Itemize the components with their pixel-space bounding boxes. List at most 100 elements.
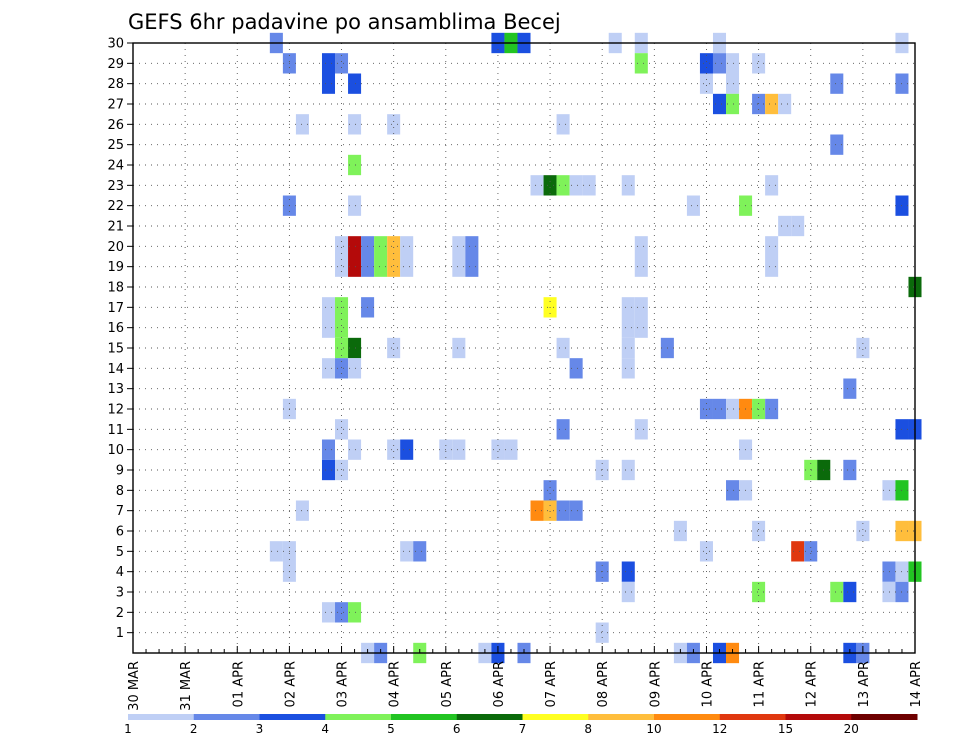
legend-label: 4 <box>321 722 329 736</box>
precip-cell <box>765 236 779 257</box>
precip-cell <box>856 520 870 542</box>
precip-cell <box>686 195 700 216</box>
precip-cell <box>374 256 388 277</box>
precip-cell <box>634 297 648 318</box>
precip-cell <box>634 317 648 338</box>
precip-cell <box>348 256 362 277</box>
precip-cell <box>400 236 414 257</box>
precip-cell <box>335 53 349 74</box>
y-tick-label: 27 <box>107 98 124 113</box>
precip-cell <box>269 541 283 562</box>
cells-layer <box>269 32 922 664</box>
precip-cell <box>778 93 792 115</box>
legend-swatch <box>654 714 721 720</box>
x-tick-label: 10 APR <box>700 661 715 707</box>
precip-cell <box>569 175 583 196</box>
y-tick-label: 7 <box>116 504 124 519</box>
precip-cell <box>830 134 844 155</box>
y-tick-label: 16 <box>107 321 124 336</box>
precip-cell <box>634 256 648 277</box>
y-tick-label: 22 <box>107 199 124 214</box>
precip-cell <box>374 236 388 257</box>
y-tick-label: 19 <box>107 260 124 275</box>
y-tick-label: 28 <box>107 77 124 92</box>
precip-cell <box>348 195 362 216</box>
x-tick-label: 11 APR <box>753 661 768 707</box>
precip-cell <box>348 73 362 94</box>
precip-cell <box>791 215 805 237</box>
precip-cell <box>699 53 713 74</box>
precip-cell <box>621 581 635 603</box>
precip-cell <box>765 93 779 115</box>
precip-cell <box>335 256 349 277</box>
y-tick-label: 14 <box>107 362 124 377</box>
precip-cell <box>856 337 870 359</box>
precip-cell <box>530 175 544 196</box>
legend-swatch <box>588 714 655 720</box>
precip-cell <box>556 175 570 196</box>
legend-label: 10 <box>646 722 661 736</box>
precip-cell <box>556 114 570 135</box>
y-tick-label: 3 <box>116 586 124 601</box>
y-tick-label: 20 <box>107 240 124 255</box>
precip-cell <box>504 439 518 460</box>
y-tick-label: 9 <box>116 464 124 479</box>
legend-swatch <box>785 714 852 720</box>
y-tick-label: 26 <box>107 118 124 133</box>
precip-cell <box>348 602 362 623</box>
y-tick-label: 10 <box>107 443 124 458</box>
precip-cell <box>387 256 401 277</box>
precip-cell <box>348 114 362 135</box>
precip-cell <box>321 439 336 460</box>
legend-swatch <box>456 714 523 720</box>
precip-cell <box>556 500 570 521</box>
precip-cell <box>295 500 309 521</box>
precip-cell <box>465 256 479 277</box>
y-tick-label: 25 <box>107 138 124 153</box>
y-tick-label: 8 <box>116 484 124 499</box>
y-tick-label: 29 <box>107 57 124 72</box>
legend-label: 20 <box>844 722 859 736</box>
precip-cell <box>400 256 414 277</box>
x-tick-label: 05 APR <box>440 661 455 707</box>
y-tick-label: 18 <box>107 281 124 296</box>
precip-cell <box>335 337 349 359</box>
precip-cell <box>348 236 362 257</box>
legend-label: 6 <box>453 722 461 736</box>
precip-cell <box>452 256 466 277</box>
precip-cell <box>726 93 740 115</box>
legend-swatch <box>325 714 392 720</box>
x-tick-label: 14 APR <box>909 661 924 707</box>
legend-swatch <box>259 714 326 720</box>
precip-cell <box>335 236 349 257</box>
precip-cell <box>321 358 336 379</box>
precip-cell <box>387 114 401 135</box>
precip-cell <box>726 480 740 501</box>
precip-cell <box>634 53 648 74</box>
legend-swatch <box>719 714 786 720</box>
precip-cell <box>712 53 727 74</box>
precip-cell <box>569 358 583 379</box>
precip-cell <box>387 236 401 257</box>
precip-cell <box>400 439 414 460</box>
legend-label: 5 <box>387 722 395 736</box>
legend-swatch <box>522 714 589 720</box>
legend-label: 8 <box>584 722 592 736</box>
y-tick-label: 12 <box>107 403 124 418</box>
x-tick-label: 31 MAR <box>179 661 194 711</box>
precip-cell <box>543 500 557 521</box>
precip-cell <box>882 561 896 582</box>
precip-cell <box>752 581 766 603</box>
x-tick-label: 06 APR <box>492 661 507 707</box>
color-legend: 1 2 3 4 5 6 7 8 10 12 15 20 <box>124 714 918 736</box>
precip-cell <box>321 459 336 481</box>
precip-cell <box>752 520 766 542</box>
precip-cell <box>348 154 362 176</box>
precip-cell <box>712 93 727 115</box>
precip-cell <box>765 398 779 420</box>
precip-cell <box>726 53 740 74</box>
precip-cell <box>321 73 336 94</box>
precip-cell <box>634 236 648 257</box>
x-tick-label: 07 APR <box>544 661 559 707</box>
